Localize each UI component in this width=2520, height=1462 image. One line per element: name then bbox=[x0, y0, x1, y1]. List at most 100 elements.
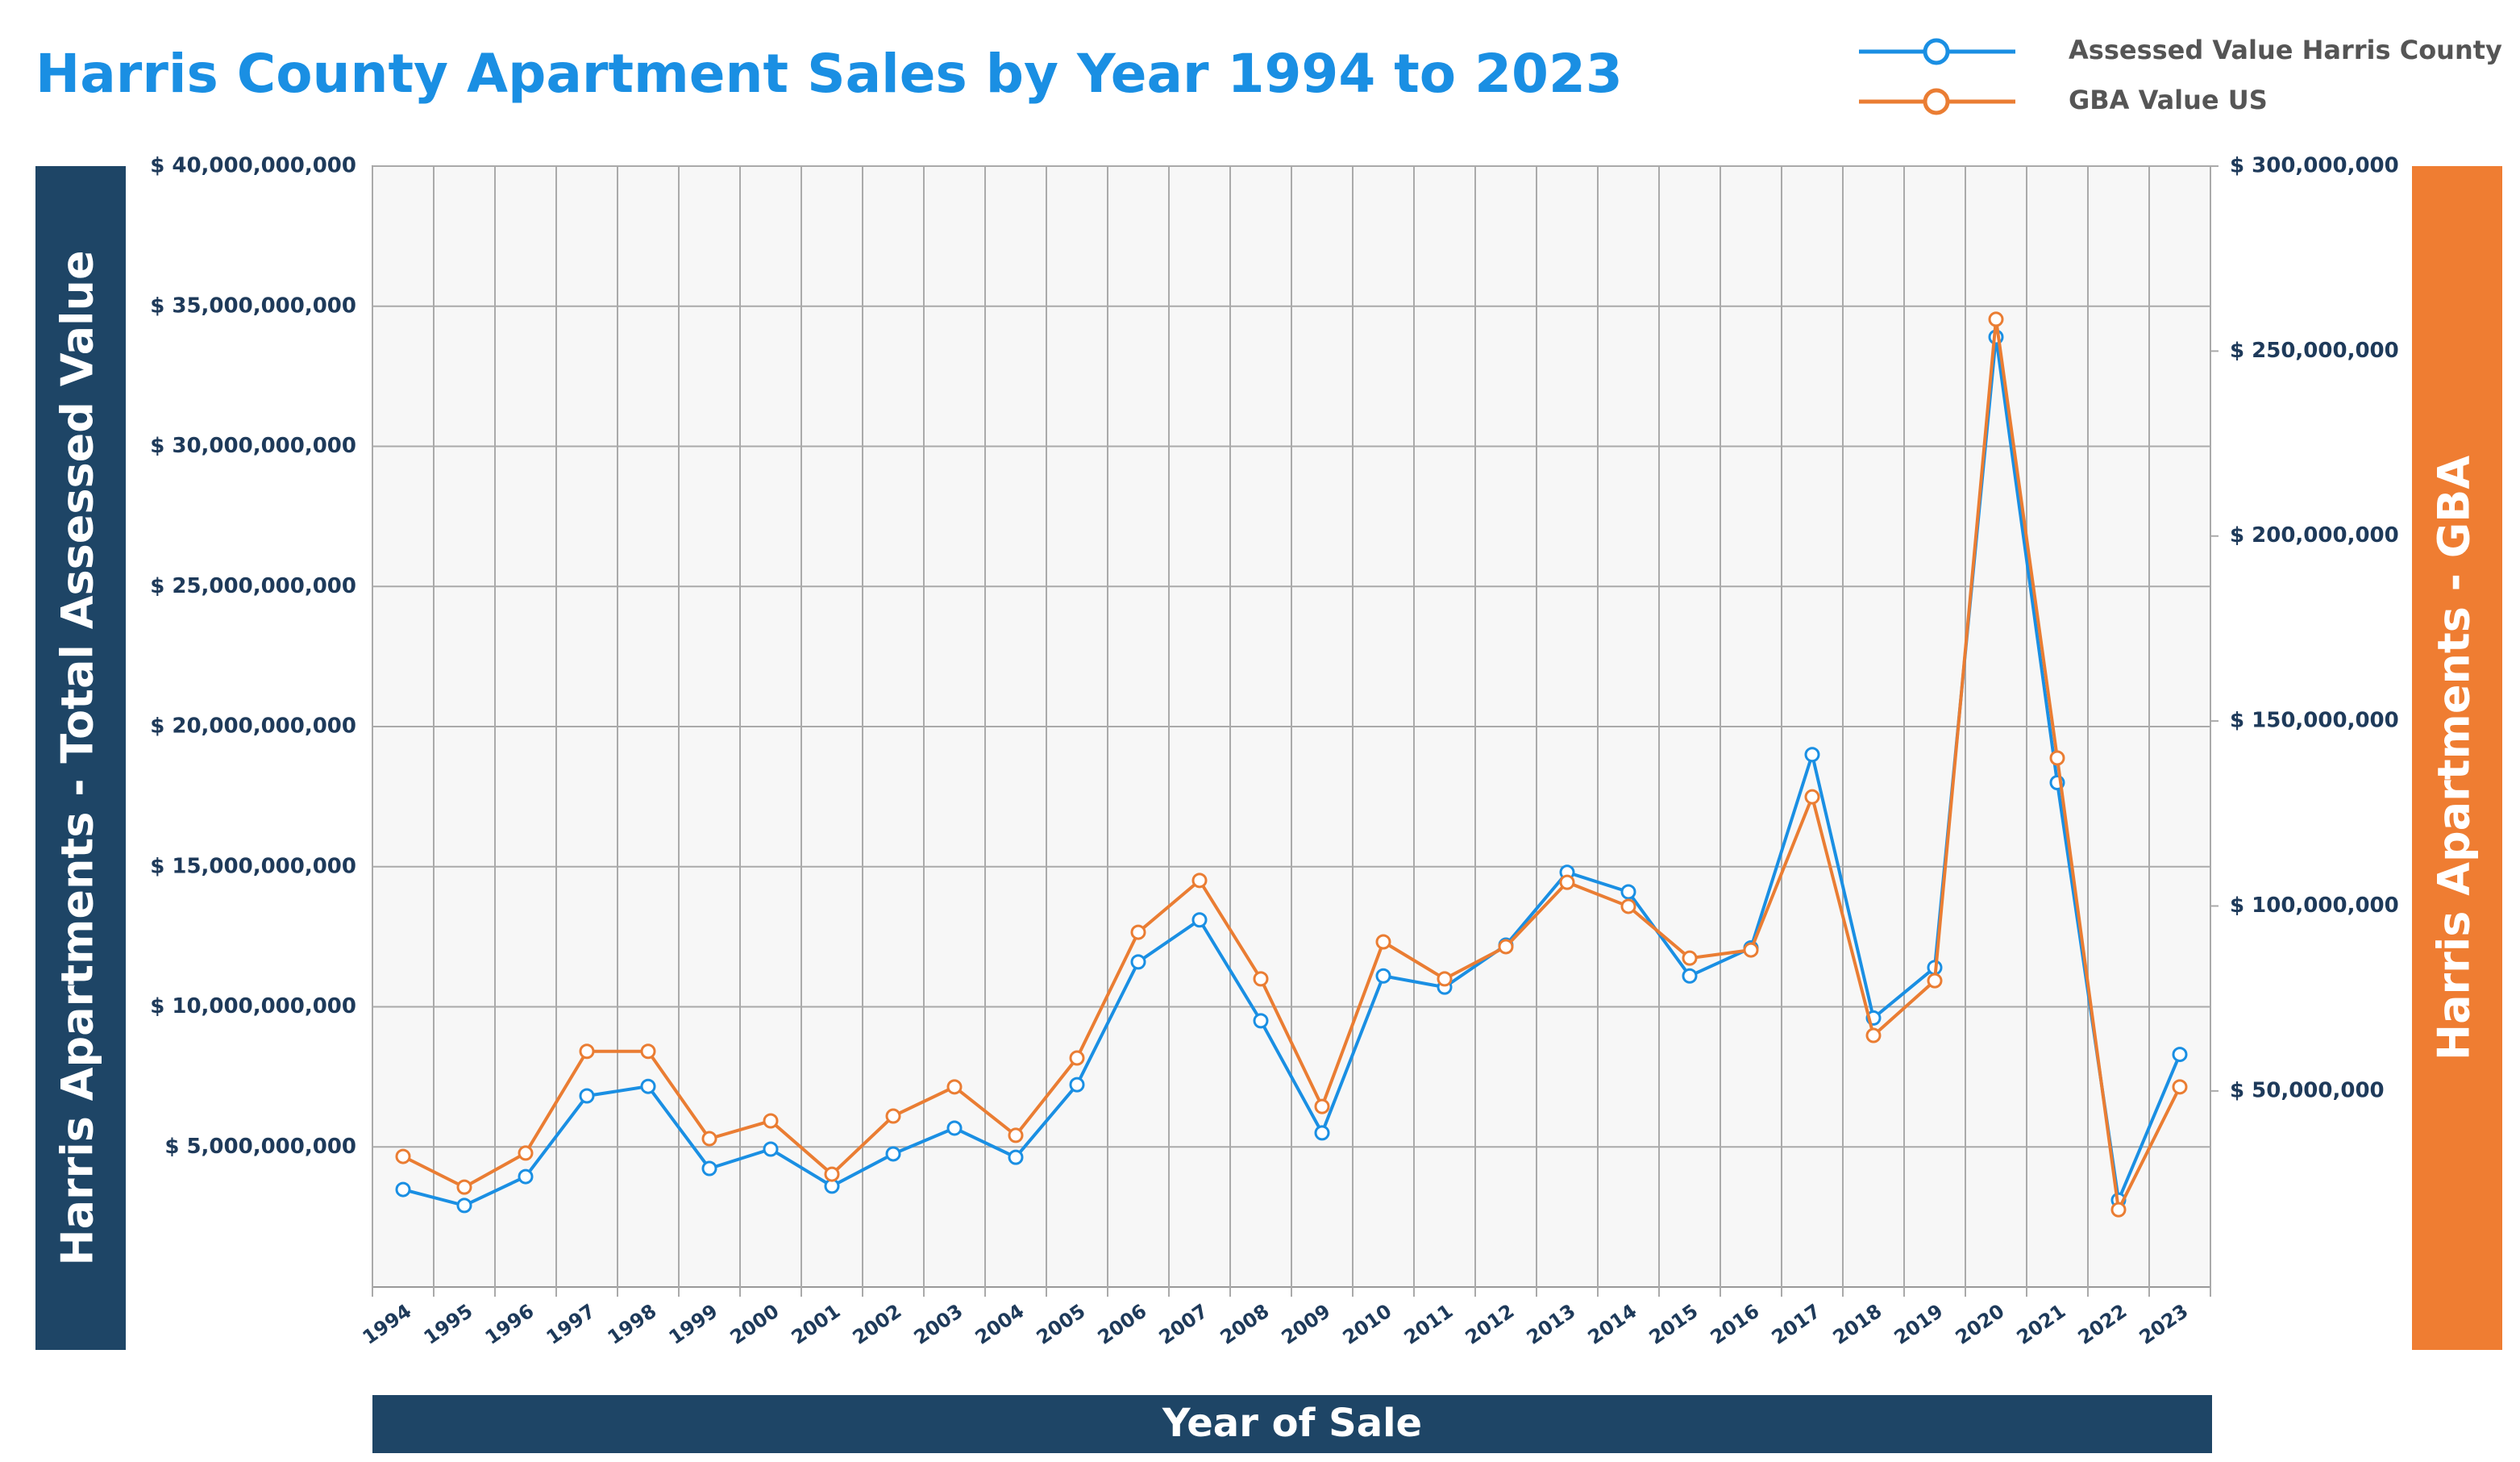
x-tick-label: 2004 bbox=[971, 1300, 1029, 1349]
data-point bbox=[1314, 1098, 1330, 1114]
data-point bbox=[1498, 939, 1514, 955]
series-line bbox=[402, 336, 2181, 1207]
data-point bbox=[1743, 942, 1759, 958]
data-point bbox=[1865, 1027, 1882, 1043]
y2-tick-label: $ 50,000,000 bbox=[2230, 1078, 2385, 1102]
data-point bbox=[1620, 884, 1636, 900]
y2-tick-label: $ 300,000,000 bbox=[2230, 154, 2399, 178]
data-point bbox=[763, 1113, 779, 1129]
data-point bbox=[579, 1088, 595, 1104]
data-point bbox=[2172, 1079, 2188, 1095]
x-tick-label: 2002 bbox=[849, 1300, 906, 1349]
data-point bbox=[1927, 973, 1943, 989]
y-axis-label: Harris Apartments - Total Assessed Value bbox=[52, 250, 103, 1265]
y-tick-label: $ 25,000,000,000 bbox=[150, 574, 356, 598]
x-tick-label: 2001 bbox=[788, 1300, 845, 1349]
data-point bbox=[1375, 968, 1391, 984]
x-tick-label: 2023 bbox=[2135, 1300, 2193, 1349]
data-point bbox=[946, 1079, 963, 1095]
x-tick-label: 2011 bbox=[1400, 1300, 1458, 1349]
y-tick-label: $ 5,000,000,000 bbox=[164, 1135, 356, 1159]
x-tick-label: 1994 bbox=[359, 1300, 416, 1349]
y-tick-label: $ 15,000,000,000 bbox=[150, 854, 356, 878]
y2-tick-label: $ 200,000,000 bbox=[2230, 523, 2399, 548]
data-point bbox=[1375, 934, 1391, 950]
x-tick-label: 2003 bbox=[910, 1300, 967, 1349]
x-tick-label: 2014 bbox=[1584, 1300, 1641, 1349]
y-tick-label: $ 30,000,000,000 bbox=[150, 434, 356, 458]
data-point bbox=[1069, 1077, 1085, 1093]
x-tick-label: 2015 bbox=[1645, 1300, 1703, 1349]
data-point bbox=[885, 1146, 901, 1162]
x-tick-label: 1997 bbox=[543, 1300, 600, 1349]
data-point bbox=[2110, 1202, 2127, 1218]
data-point bbox=[1191, 873, 1208, 889]
left-axis-banner bbox=[35, 166, 126, 1350]
x-axis-label: Year of Sale bbox=[1162, 1401, 1422, 1446]
x-tick-label: 2009 bbox=[1278, 1300, 1335, 1349]
chart-title: Harris County Apartment Sales by Year 19… bbox=[35, 43, 1623, 105]
data-point bbox=[640, 1078, 656, 1094]
data-point bbox=[1069, 1050, 1085, 1066]
data-point bbox=[885, 1108, 901, 1124]
data-point bbox=[2049, 750, 2065, 766]
data-point bbox=[1191, 912, 1208, 928]
data-point bbox=[1253, 971, 1269, 987]
data-point bbox=[640, 1043, 656, 1060]
legend-label: GBA Value US bbox=[2069, 85, 2268, 115]
data-point bbox=[518, 1168, 534, 1185]
data-point bbox=[701, 1160, 717, 1177]
data-point bbox=[763, 1141, 779, 1157]
data-point bbox=[1682, 950, 1698, 966]
legend-marker bbox=[1923, 88, 1950, 115]
x-tick-label: 1996 bbox=[481, 1300, 539, 1349]
data-point bbox=[1008, 1127, 1024, 1143]
x-tick-label: 2010 bbox=[1339, 1300, 1396, 1349]
y-tick-label: $ 10,000,000,000 bbox=[150, 994, 356, 1018]
y-tick-label: $ 20,000,000,000 bbox=[150, 714, 356, 739]
data-point bbox=[1130, 954, 1146, 970]
data-point bbox=[1314, 1125, 1330, 1141]
x-axis-banner bbox=[372, 1395, 2212, 1453]
data-point bbox=[1559, 874, 1575, 890]
data-point bbox=[456, 1198, 472, 1214]
right-axis-banner bbox=[2412, 166, 2502, 1350]
data-point bbox=[1620, 898, 1636, 914]
data-point bbox=[1130, 924, 1146, 940]
x-tick-label: 1998 bbox=[604, 1300, 661, 1349]
data-point bbox=[946, 1120, 963, 1136]
data-point bbox=[1253, 1013, 1269, 1029]
x-tick-label: 2005 bbox=[1033, 1300, 1090, 1349]
data-point bbox=[1008, 1149, 1024, 1165]
data-point bbox=[518, 1145, 534, 1161]
legend-label: Assessed Value Harris County bbox=[2069, 35, 2502, 65]
x-tick-label: 2020 bbox=[1952, 1300, 2009, 1349]
series-line bbox=[402, 319, 2181, 1215]
data-point bbox=[1804, 747, 1820, 763]
legend-marker bbox=[1923, 38, 1950, 65]
x-tick-label: 2006 bbox=[1094, 1300, 1151, 1349]
x-tick-label: 2021 bbox=[2013, 1300, 2070, 1349]
y2-tick-label: $ 150,000,000 bbox=[2230, 709, 2399, 733]
x-tick-label: 2017 bbox=[1768, 1300, 1825, 1349]
x-tick-label: 2013 bbox=[1523, 1300, 1580, 1349]
data-point bbox=[579, 1043, 595, 1060]
data-point bbox=[1682, 968, 1698, 984]
x-tick-label: 2019 bbox=[1890, 1300, 1948, 1349]
x-tick-label: 2007 bbox=[1155, 1300, 1212, 1349]
data-point bbox=[701, 1131, 717, 1147]
x-tick-label: 2000 bbox=[726, 1300, 784, 1349]
data-point bbox=[824, 1166, 840, 1182]
y-tick-label: $ 35,000,000,000 bbox=[150, 294, 356, 318]
x-tick-label: 2008 bbox=[1216, 1300, 1274, 1349]
x-tick-label: 2012 bbox=[1462, 1300, 1519, 1349]
y2-tick-label: $ 250,000,000 bbox=[2230, 339, 2399, 363]
data-point bbox=[456, 1179, 472, 1195]
x-tick-label: 1999 bbox=[665, 1300, 722, 1349]
y2-tick-label: $ 100,000,000 bbox=[2230, 893, 2399, 918]
data-point bbox=[2172, 1047, 2188, 1063]
x-tick-label: 2018 bbox=[1829, 1300, 1886, 1349]
data-point bbox=[395, 1148, 411, 1164]
